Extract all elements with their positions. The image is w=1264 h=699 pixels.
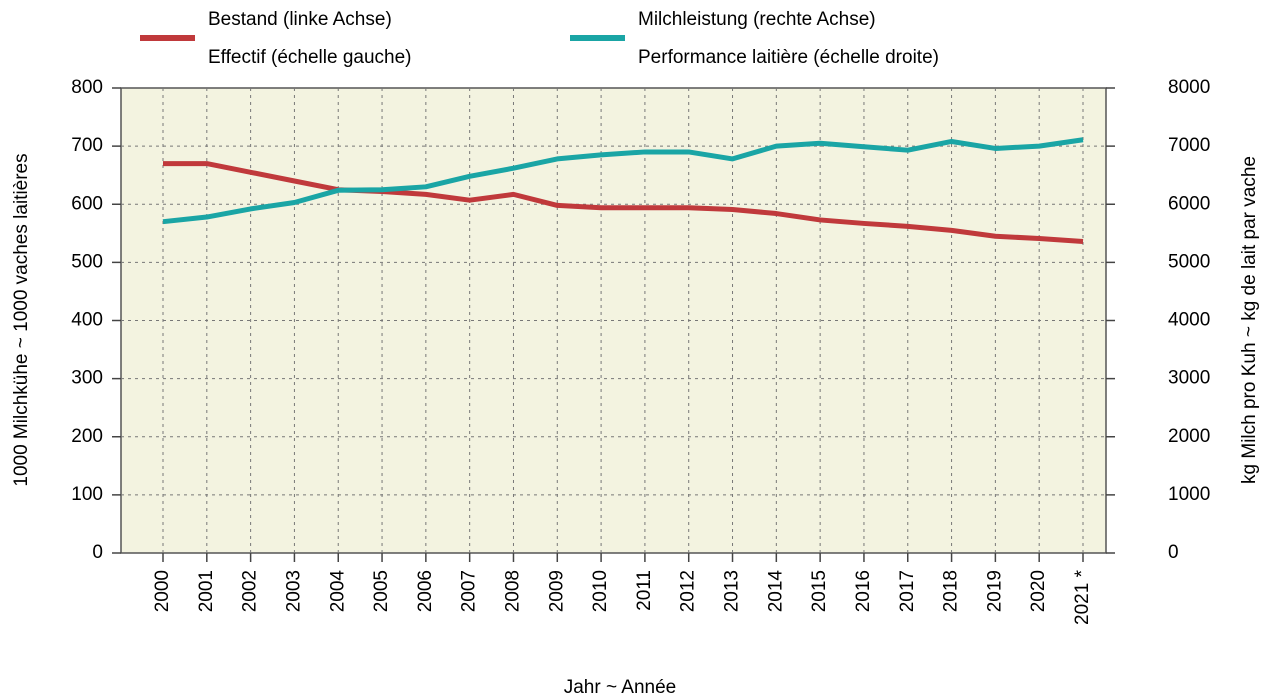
- series-line: [163, 161, 1084, 244]
- y-tick-label: 200: [71, 426, 103, 447]
- y-tick-label: 100: [71, 484, 103, 505]
- y-tick-label: 0: [92, 542, 103, 563]
- x-tick-label: 2005: [371, 570, 392, 612]
- x-tick-label: 2012: [678, 570, 699, 612]
- x-tick-label: 2009: [546, 570, 567, 612]
- x-tick-label: 2013: [722, 570, 743, 612]
- x-axis-label: Jahr ~ Année: [564, 677, 677, 698]
- x-tick-label: 2015: [809, 570, 830, 612]
- y2-tick-label: 8000: [1168, 77, 1210, 98]
- x-tick-label: 2010: [590, 570, 611, 612]
- y2-tick-label: 3000: [1168, 368, 1210, 389]
- y2-tick-label: 4000: [1168, 310, 1210, 331]
- x-tick-label: 2021 *: [1072, 569, 1093, 625]
- x-tick-label: 2004: [327, 570, 348, 613]
- y2-tick-label: 0: [1168, 542, 1179, 563]
- y2-tick-label: 7000: [1168, 135, 1210, 156]
- x-tick-label: 2018: [941, 570, 962, 612]
- legend-label: Milchleistung (rechte Achse): [638, 9, 876, 30]
- legend-label: Effectif (échelle gauche): [208, 47, 412, 68]
- x-tick-label: 2007: [459, 570, 480, 612]
- y-tick-label: 400: [71, 310, 103, 331]
- y2-axis-label: kg Milch pro Kuh ~ kg de lait par vache: [1239, 156, 1260, 484]
- x-tick-label: 2017: [897, 570, 918, 612]
- x-tick-label: 2003: [283, 570, 304, 612]
- x-tick-label: 2002: [240, 570, 261, 612]
- x-tick-label: 2014: [765, 570, 786, 613]
- x-tick-label: 2020: [1028, 570, 1049, 612]
- y-axis-label: 1000 Milchkühe ~ 1000 vaches laitières: [11, 153, 32, 486]
- x-tick-label: 2011: [634, 570, 655, 611]
- x-tick-label: 2006: [415, 570, 436, 612]
- y2-tick-label: 1000: [1168, 484, 1210, 505]
- y-tick-label: 700: [71, 135, 103, 156]
- x-tick-label: 2016: [853, 570, 874, 612]
- x-tick-label: 2019: [984, 570, 1005, 612]
- y-tick-label: 800: [71, 77, 103, 98]
- y-tick-label: 300: [71, 368, 103, 389]
- series-line: [162, 137, 1084, 225]
- legend-label: Performance laitière (échelle droite): [638, 47, 939, 68]
- y-tick-label: 500: [71, 251, 103, 272]
- x-tick-label: 2001: [196, 570, 217, 612]
- y2-tick-label: 6000: [1168, 193, 1210, 214]
- legend-label: Bestand (linke Achse): [208, 9, 392, 30]
- x-tick-label: 2008: [502, 570, 523, 612]
- y2-tick-label: 2000: [1168, 426, 1210, 447]
- y-tick-label: 600: [71, 193, 103, 214]
- x-tick-label: 2000: [152, 570, 173, 612]
- y2-tick-label: 5000: [1168, 251, 1210, 272]
